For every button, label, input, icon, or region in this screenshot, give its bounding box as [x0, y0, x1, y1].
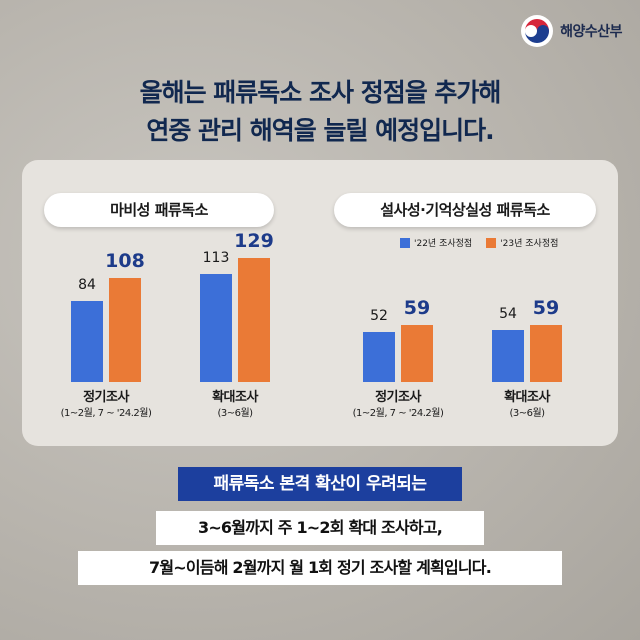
footer-line-1: 3~6월까지 주 1~2회 확대 조사하고, — [156, 511, 484, 545]
bar-1-2-1 — [200, 273, 232, 382]
bar-value-label: 129 — [234, 230, 274, 253]
legend-label-2022: '22년 조사정점 — [414, 239, 473, 249]
headline: 올해는 패류독소 조사 정점을 추가해 연중 관리 해역을 늘릴 예정입니다. — [0, 74, 640, 150]
highlight-banner: 패류독소 본격 확산이 우려되는 — [178, 467, 462, 501]
footer-line-2: 7월~이듬해 2월까지 월 1회 정기 조사할 계획입니다. — [78, 551, 562, 585]
chart-1-title: 마비성 패류독소 — [44, 193, 274, 227]
bar-2-2-1 — [492, 330, 524, 382]
bar-value-label: 54 — [499, 306, 517, 323]
legend-swatch-2023 — [486, 237, 497, 248]
legend-label-2023: '23년 조사정점 — [500, 239, 559, 249]
legend-swatch-2022 — [400, 237, 410, 248]
bar-2-1-2 — [401, 325, 433, 382]
category-label: 확대조사 — [504, 390, 550, 405]
category-label: 정기조사 — [375, 390, 421, 405]
category-note: (1~2월, 7 ~ '24.2월) — [352, 408, 444, 419]
chart-2-title: 설사성·기억상실성 패류독소 — [334, 193, 596, 227]
category-note: (3~6월) — [217, 408, 253, 419]
bar-value-label: 113 — [202, 249, 230, 266]
bar-value-label: 59 — [532, 297, 560, 320]
category-label: 정기조사 — [83, 390, 129, 405]
legend-item-2022: '22년 조사정점 — [400, 236, 472, 249]
legend-item-2023: '23년 조사정점 — [486, 236, 558, 249]
brand-logo: 해양수산부 — [520, 14, 622, 48]
brand-name: 해양수산부 — [560, 24, 622, 40]
bar-value-label: 59 — [403, 297, 431, 320]
bar-value-label: 108 — [105, 250, 145, 273]
bar-value-label: 52 — [370, 308, 388, 325]
category-label: 확대조사 — [212, 390, 258, 405]
bar-value-label: 84 — [78, 277, 96, 294]
bar-1-2-2 — [238, 258, 270, 382]
bar-1-1-2 — [109, 278, 141, 382]
category-note: (3~6월) — [509, 408, 545, 419]
legend: '22년 조사정점 '23년 조사정점 — [400, 236, 558, 249]
taegeuk-icon — [521, 15, 554, 47]
category-note: (1~2월, 7 ~ '24.2월) — [60, 408, 152, 419]
bar-1-1-1 — [71, 301, 103, 382]
headline-line-2: 연중 관리 해역을 늘릴 예정입니다. — [146, 116, 494, 145]
bar-2-1-1 — [363, 332, 395, 382]
headline-line-1: 올해는 패류독소 조사 정점을 추가해 — [139, 78, 502, 107]
bar-2-2-2 — [530, 325, 562, 382]
